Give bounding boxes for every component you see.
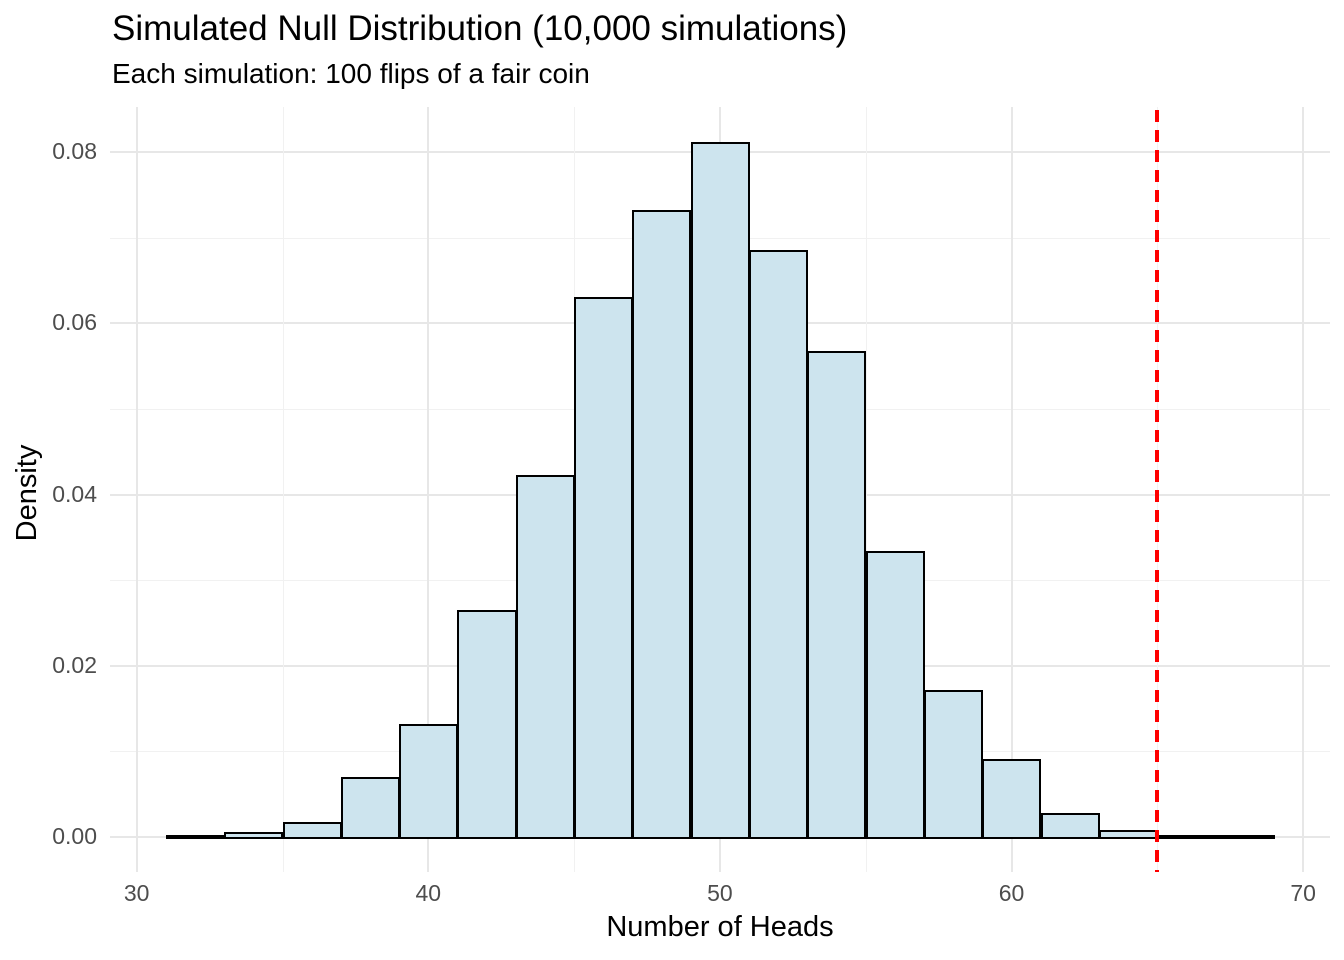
- chart-title: Simulated Null Distribution (10,000 simu…: [112, 9, 848, 48]
- histogram-bar: [1040, 812, 1100, 839]
- x-major-gridline: [1302, 107, 1305, 872]
- histogram-bar: [574, 296, 634, 839]
- x-major-gridline: [427, 107, 430, 872]
- histogram-bar: [282, 822, 342, 839]
- histogram-bar: [457, 609, 517, 839]
- x-tick-label: 70: [1290, 880, 1316, 906]
- histogram-bar: [982, 758, 1042, 839]
- threshold-line: [1155, 110, 1160, 872]
- y-tick-label: 0.00: [52, 822, 97, 849]
- y-tick-label: 0.04: [52, 480, 97, 507]
- x-axis-label: Number of Heads: [606, 911, 834, 943]
- x-major-gridline: [135, 107, 138, 872]
- x-tick-label: 60: [998, 880, 1025, 906]
- y-tick-label: 0.08: [52, 138, 97, 165]
- histogram-bar: [924, 690, 984, 839]
- histogram-bar: [690, 142, 750, 839]
- histogram-bar: [865, 550, 925, 839]
- histogram-bar: [807, 350, 867, 839]
- histogram-bar: [1157, 834, 1217, 839]
- x-minor-gridline: [282, 107, 284, 872]
- histogram-bar: [1099, 829, 1159, 839]
- histogram-bar: [340, 776, 400, 839]
- histogram-bar: [224, 831, 284, 839]
- histogram-bar: [165, 834, 225, 839]
- y-tick-label: 0.02: [52, 651, 97, 678]
- y-tick-label: 0.06: [52, 309, 97, 336]
- x-tick-label: 40: [415, 880, 442, 906]
- histogram-bar: [1215, 834, 1275, 839]
- x-tick-label: 30: [123, 880, 150, 906]
- histogram-bar: [515, 474, 575, 839]
- histogram-bar: [749, 249, 809, 839]
- histogram-bar: [399, 723, 459, 839]
- histogram-bar: [632, 210, 692, 839]
- chart-subtitle: Each simulation: 100 flips of a fair coi…: [112, 58, 590, 89]
- x-major-gridline: [1010, 107, 1013, 872]
- x-tick-label: 50: [707, 880, 733, 906]
